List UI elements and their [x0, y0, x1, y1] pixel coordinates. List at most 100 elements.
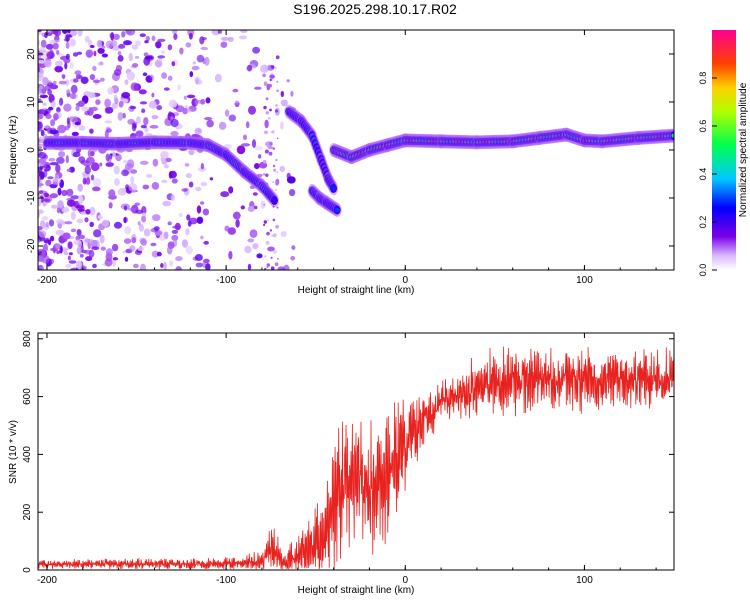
noise-blob [161, 72, 168, 79]
noise-blob [185, 133, 191, 140]
noise-blob [291, 245, 296, 250]
noise-blob [154, 59, 163, 68]
noise-speck [267, 219, 269, 221]
noise-speck [272, 164, 276, 168]
y-tick-label: 400 [22, 446, 33, 463]
noise-speck [276, 89, 279, 93]
noise-blob [52, 181, 58, 186]
noise-blob [65, 155, 69, 164]
x-tick-label: 0 [402, 575, 408, 586]
noise-blob [269, 74, 275, 79]
noise-blob [105, 40, 113, 49]
snr-panel: -200 -100 0 100 0 200 400 600 800 Height of stra… [8, 330, 675, 596]
noise-blob [67, 255, 71, 261]
noise-blob [138, 89, 147, 95]
noise-blob [137, 221, 141, 226]
noise-blob [152, 158, 159, 167]
noise-blob [58, 80, 67, 85]
noise-blob [49, 129, 59, 135]
noise-blob [46, 51, 55, 60]
noise-blob [57, 187, 62, 196]
noise-blob [140, 124, 147, 129]
noise-blob [92, 65, 97, 71]
noise-blob [53, 243, 61, 250]
noise-blob [232, 88, 239, 93]
colorbar-tick-label: 0.6 [698, 120, 708, 133]
noise-blob [54, 65, 63, 73]
noise-blob [140, 263, 146, 270]
noise-blob [143, 52, 149, 57]
noise-blob [286, 176, 296, 184]
noise-blob [244, 245, 252, 254]
y-tick-label: 200 [22, 503, 33, 520]
noise-speck [270, 266, 275, 270]
colorbar-label: Normalized spectral amplitude [738, 82, 749, 217]
noise-blob [97, 62, 104, 66]
noise-speck [263, 173, 266, 176]
noise-blob [38, 87, 46, 96]
noise-blob [38, 267, 43, 270]
noise-blob [151, 92, 155, 98]
noise-speck [269, 78, 272, 82]
noise-blob [70, 30, 78, 36]
noise-blob [80, 76, 89, 85]
noise-blob [171, 61, 176, 67]
noise-blob [62, 232, 71, 240]
noise-blob [247, 238, 255, 243]
noise-blob [38, 230, 47, 238]
noise-blob [252, 243, 259, 250]
noise-blob [138, 223, 144, 232]
x-tick-label: 100 [576, 275, 593, 286]
noise-blob [70, 228, 77, 233]
noise-blob [111, 102, 118, 109]
noise-blob [92, 178, 102, 187]
noise-blob [43, 198, 51, 202]
noise-blob [173, 33, 178, 40]
noise-speck [265, 97, 269, 101]
noise-blob [175, 256, 183, 262]
snr-ylabel: SNR (10 * v/v) [8, 420, 19, 484]
noise-blob [49, 258, 55, 265]
noise-blob [134, 40, 141, 46]
noise-speck [265, 111, 269, 115]
noise-blob [139, 160, 149, 165]
noise-blob [202, 208, 210, 216]
y-tick-label: 600 [22, 388, 33, 405]
noise-blob [185, 228, 190, 236]
noise-blob [84, 35, 90, 43]
noise-blob [121, 169, 129, 177]
noise-blob [167, 245, 173, 255]
noise-blob [179, 47, 184, 55]
noise-blob [63, 103, 72, 112]
noise-blob [38, 183, 44, 187]
noise-blob [264, 119, 269, 129]
noise-blob [61, 74, 66, 79]
snr-series-line [38, 346, 674, 570]
noise-blob [42, 102, 47, 106]
noise-speck [277, 257, 279, 260]
noise-blob [235, 219, 240, 228]
noise-speck [275, 104, 278, 107]
noise-blob [240, 205, 245, 210]
noise-blob [65, 263, 72, 269]
colorbar-ticks: 0.0 0.2 0.4 0.6 0.8 [698, 72, 717, 276]
noise-blob [179, 147, 188, 151]
noise-blob [172, 225, 182, 229]
noise-blob [128, 183, 138, 192]
noise-blob [227, 36, 234, 42]
noise-blob [112, 257, 119, 261]
noise-blob [124, 256, 129, 262]
noise-blob [129, 245, 136, 252]
noise-blob [171, 178, 178, 184]
noise-speck [268, 83, 272, 88]
noise-speck [266, 266, 269, 268]
noise-blob [38, 197, 42, 207]
spectrogram-ylabel: Frequency (Hz) [8, 116, 19, 185]
noise-blob [171, 234, 179, 241]
noise-blob [84, 110, 90, 116]
noise-blob [50, 235, 55, 242]
noise-blob [97, 214, 103, 220]
noise-blob [77, 100, 85, 107]
x-tick-label: -100 [216, 575, 236, 586]
noise-blob [280, 90, 284, 98]
